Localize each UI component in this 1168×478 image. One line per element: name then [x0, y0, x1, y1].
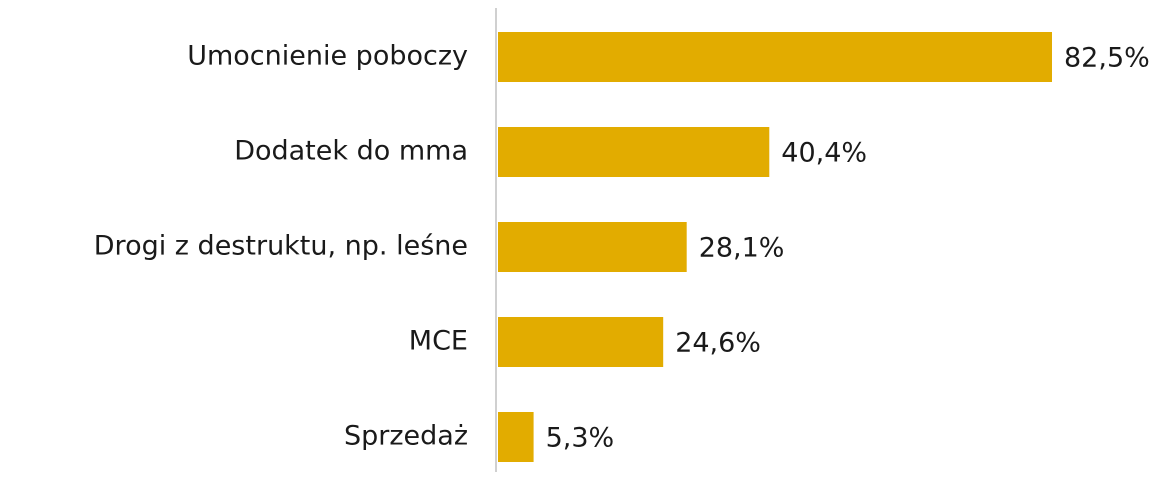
category-label: Dodatek do mma: [234, 136, 468, 167]
bar: [498, 222, 687, 272]
category-label: Sprzedaż: [344, 421, 468, 452]
category-label: Umocnienie poboczy: [187, 41, 468, 72]
value-label: 28,1%: [699, 233, 785, 264]
bar: [498, 317, 664, 367]
value-label: 40,4%: [781, 138, 867, 169]
bar: [498, 412, 534, 462]
bar: [498, 32, 1052, 82]
value-label: 82,5%: [1064, 43, 1150, 74]
category-label: Drogi z destruktu, np. leśne: [94, 231, 468, 262]
value-label: 24,6%: [675, 328, 761, 359]
bar: [498, 127, 770, 177]
category-label: MCE: [409, 326, 468, 357]
value-label: 5,3%: [546, 423, 615, 454]
